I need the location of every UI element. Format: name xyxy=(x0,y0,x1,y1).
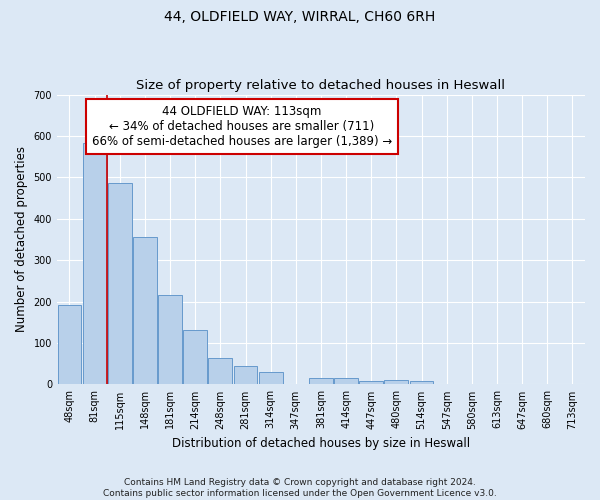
Text: Contains HM Land Registry data © Crown copyright and database right 2024.
Contai: Contains HM Land Registry data © Crown c… xyxy=(103,478,497,498)
Bar xyxy=(385,380,409,384)
Bar xyxy=(410,380,433,384)
Bar xyxy=(158,296,182,384)
Bar xyxy=(359,381,383,384)
X-axis label: Distribution of detached houses by size in Heswall: Distribution of detached houses by size … xyxy=(172,437,470,450)
Text: 44, OLDFIELD WAY, WIRRAL, CH60 6RH: 44, OLDFIELD WAY, WIRRAL, CH60 6RH xyxy=(164,10,436,24)
Y-axis label: Number of detached properties: Number of detached properties xyxy=(15,146,28,332)
Bar xyxy=(259,372,283,384)
Text: 44 OLDFIELD WAY: 113sqm
← 34% of detached houses are smaller (711)
66% of semi-d: 44 OLDFIELD WAY: 113sqm ← 34% of detache… xyxy=(92,104,392,148)
Bar xyxy=(309,378,333,384)
Bar xyxy=(233,366,257,384)
Bar xyxy=(133,238,157,384)
Bar xyxy=(183,330,207,384)
Bar xyxy=(334,378,358,384)
Bar xyxy=(108,183,132,384)
Bar xyxy=(58,304,82,384)
Bar xyxy=(208,358,232,384)
Bar xyxy=(83,143,107,384)
Title: Size of property relative to detached houses in Heswall: Size of property relative to detached ho… xyxy=(136,79,505,92)
